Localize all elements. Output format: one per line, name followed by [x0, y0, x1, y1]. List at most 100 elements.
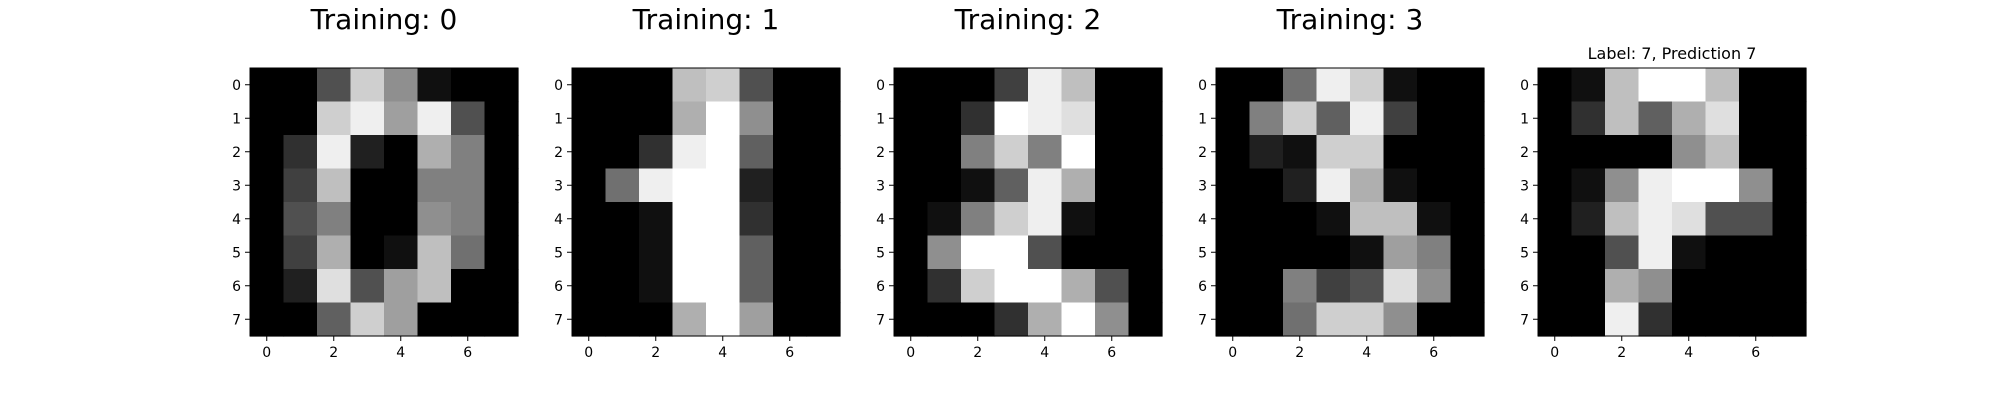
pixel-cell: [484, 235, 519, 270]
axes-frame: [571, 67, 841, 337]
pixel-cell: [1772, 269, 1807, 304]
y-tick-label: 3: [1520, 178, 1529, 194]
pixel-cell: [1571, 302, 1606, 337]
pixel-cell: [605, 302, 640, 337]
pixel-cell: [1571, 168, 1606, 203]
pixel-cell: [639, 235, 674, 270]
y-tick-label: 2: [1198, 145, 1207, 161]
y-tick-label: 1: [876, 111, 885, 127]
pixel-cell: [1739, 168, 1774, 203]
pixel-cell: [484, 302, 519, 337]
pixel-cell: [1705, 202, 1740, 237]
pixel-cell: [672, 269, 707, 304]
pixel-cell: [1095, 135, 1130, 170]
pixel-cell: [1383, 269, 1418, 304]
pixel-cell: [317, 68, 352, 103]
pixel-cell: [927, 168, 962, 203]
pixel-cell: [927, 269, 962, 304]
y-tick-label: 5: [876, 245, 885, 261]
pixel-cell: [894, 202, 929, 237]
pixel-cell: [1638, 302, 1673, 337]
pixel-cell: [961, 235, 996, 270]
y-tick-label: 7: [1520, 312, 1529, 328]
y-tick-label: 7: [232, 312, 241, 328]
pixel-cell: [1672, 68, 1707, 103]
pixel-cell: [250, 202, 285, 237]
pixel-cell: [1061, 302, 1096, 337]
digit-panel-1: Training: 1 0 1 2 3 4 5 6 7 0 2 4 6: [554, 3, 841, 361]
pixel-cell: [1571, 101, 1606, 136]
y-tick-label: 4: [1520, 212, 1529, 228]
pixel-cell: [317, 101, 352, 136]
pixel-cell: [1450, 235, 1485, 270]
pixel-cell: [1705, 101, 1740, 136]
pixel-cell: [1383, 235, 1418, 270]
pixel-cell: [384, 168, 419, 203]
pixel-cell: [1316, 302, 1351, 337]
pixel-cell: [384, 101, 419, 136]
pixel-cell: [451, 168, 486, 203]
pixel-cell: [1028, 135, 1063, 170]
pixel-cell: [350, 269, 385, 304]
pixel-cell: [1316, 202, 1351, 237]
pixel-cell: [283, 202, 318, 237]
pixel-cell: [1249, 269, 1284, 304]
pixel-cell: [1450, 302, 1485, 337]
pixel-cell: [605, 168, 640, 203]
pixel-cell: [451, 68, 486, 103]
pixel-cell: [994, 302, 1029, 337]
pixel-cell: [961, 135, 996, 170]
pixel-cell: [672, 68, 707, 103]
pixel-cell: [484, 168, 519, 203]
pixel-cell: [806, 68, 841, 103]
pixel-cell: [350, 302, 385, 337]
pixel-cell: [1538, 202, 1573, 237]
y-tick-label: 0: [232, 78, 241, 94]
pixel-cell: [961, 101, 996, 136]
pixel-cell: [1316, 101, 1351, 136]
pixel-cell: [1772, 68, 1807, 103]
pixel-cell: [250, 235, 285, 270]
pixel-cell: [1605, 202, 1640, 237]
pixel-cell: [1128, 235, 1163, 270]
y-tick-label: 3: [232, 178, 241, 194]
pixel-cell: [384, 68, 419, 103]
pixel-cell: [283, 302, 318, 337]
pixel-cell: [1316, 269, 1351, 304]
x-tick-label: 4: [1684, 345, 1693, 361]
y-tick-label: 5: [232, 245, 241, 261]
pixel-cell: [283, 269, 318, 304]
pixel-cell: [317, 168, 352, 203]
y-tick-label: 0: [876, 78, 885, 94]
pixel-cell: [1739, 269, 1774, 304]
y-tick-label: 7: [876, 312, 885, 328]
pixel-cell: [384, 135, 419, 170]
pixel-cell: [706, 101, 741, 136]
pixel-cell: [773, 269, 808, 304]
pixel-cell: [384, 202, 419, 237]
y-tick-label: 0: [554, 78, 563, 94]
pixel-cell: [773, 68, 808, 103]
pixel-cell: [1772, 135, 1807, 170]
pixel-cell: [894, 269, 929, 304]
digit-panel-3: Training: 3 0 1 2 3 4 5 6 7 0 2 4 6: [1198, 3, 1485, 361]
pixel-cell: [605, 101, 640, 136]
pixel-cell: [1216, 101, 1251, 136]
pixel-cell: [417, 235, 452, 270]
y-tick-label: 2: [1520, 145, 1529, 161]
y-tick-label: 5: [1520, 245, 1529, 261]
digit-panel-4: Label: 7, Prediction 7 0 1 2 3 4 5 6 7 0 2 4 6: [1520, 44, 1807, 361]
y-tick-label: 3: [876, 178, 885, 194]
pixel-cell: [1249, 168, 1284, 203]
pixel-cell: [350, 235, 385, 270]
pixel-cell: [572, 269, 607, 304]
pixel-cell: [1128, 202, 1163, 237]
pixel-cell: [1638, 68, 1673, 103]
pixel-cell: [1028, 168, 1063, 203]
pixel-cell: [994, 269, 1029, 304]
pixel-cell: [1283, 302, 1318, 337]
pixel-cell: [1450, 202, 1485, 237]
pixel-cell: [451, 135, 486, 170]
pixel-cell: [1283, 269, 1318, 304]
pixel-cell: [250, 101, 285, 136]
